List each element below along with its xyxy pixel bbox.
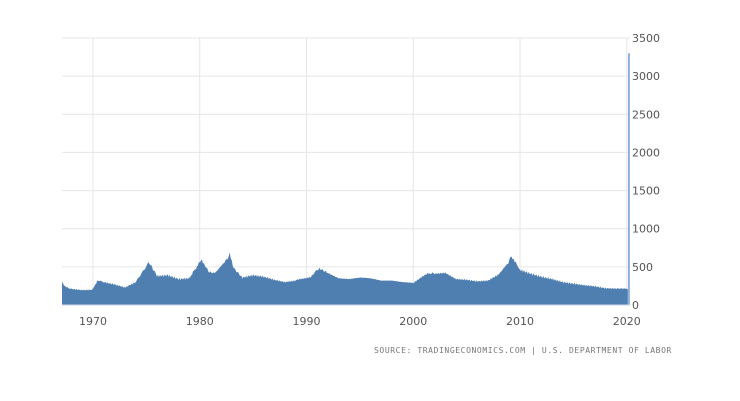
y-tick-label: 1500 (632, 185, 660, 198)
y-tick-label: 2000 (632, 146, 660, 159)
y-tick-label: 2500 (632, 108, 660, 121)
x-tick-label: 2010 (506, 315, 534, 328)
x-tick-label: 1970 (79, 315, 107, 328)
x-tick-label: 1990 (292, 315, 320, 328)
y-tick-label: 3500 (632, 32, 660, 45)
source-note: SOURCE: TRADINGECONOMICS.COM | U.S. DEPA… (374, 346, 672, 355)
x-tick-label: 2000 (399, 315, 427, 328)
y-tick-label: 1000 (632, 223, 660, 236)
y-tick-label: 500 (632, 261, 653, 274)
y-tick-label: 0 (632, 299, 639, 312)
area-series (62, 252, 628, 305)
y-tick-label: 3000 (632, 70, 660, 83)
x-tick-label: 1980 (186, 315, 214, 328)
x-tick-label: 2020 (613, 315, 641, 328)
